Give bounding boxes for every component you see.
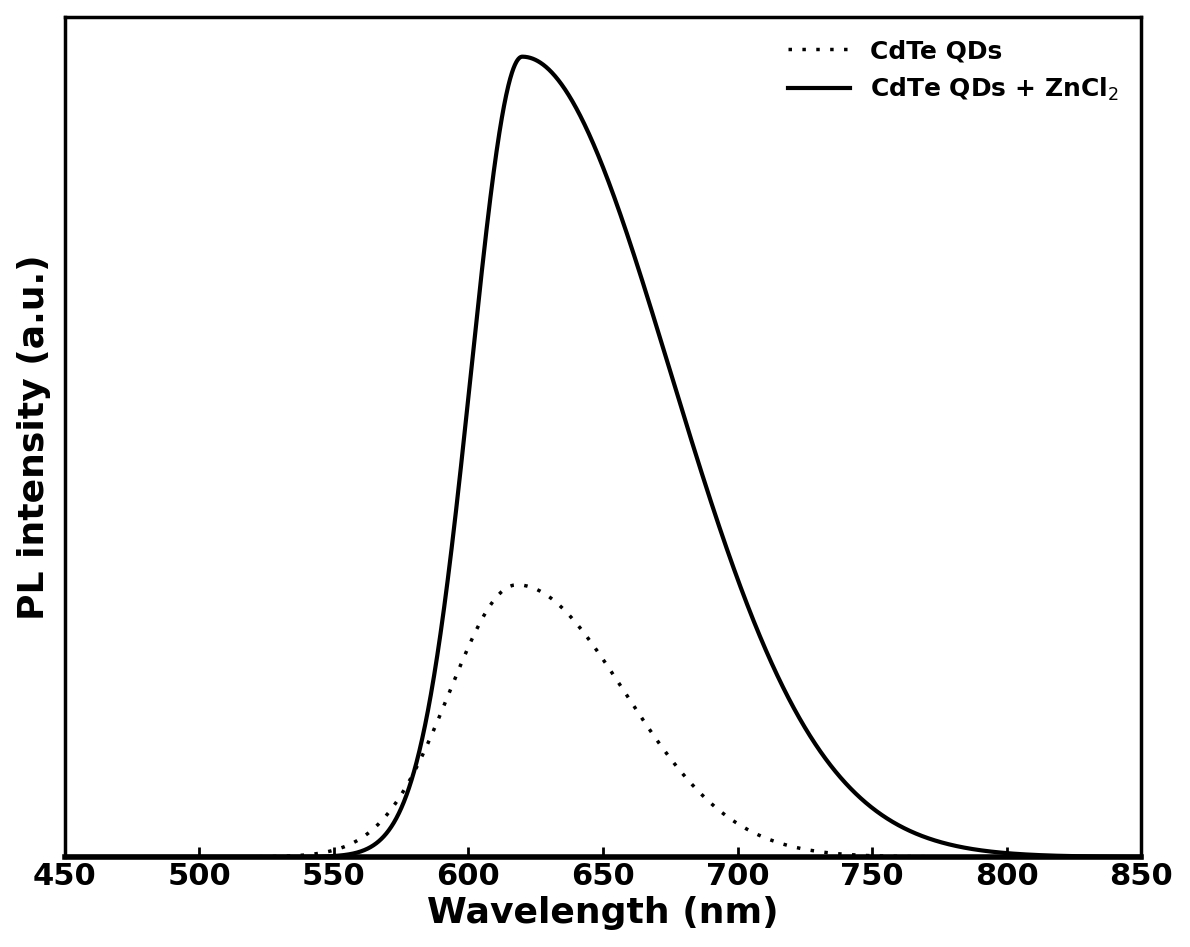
Line: CdTe QDs: CdTe QDs: [64, 585, 1141, 857]
Line: CdTe QDs + ZnCl$_2$: CdTe QDs + ZnCl$_2$: [64, 57, 1141, 857]
CdTe QDs + ZnCl$_2$: [244, 851, 258, 863]
CdTe QDs + ZnCl$_2$: [515, 51, 530, 63]
CdTe QDs: [244, 851, 258, 863]
CdTe QDs: [180, 851, 194, 863]
CdTe QDs + ZnCl$_2$: [57, 851, 71, 863]
X-axis label: Wavelength (nm): Wavelength (nm): [427, 896, 778, 930]
CdTe QDs: [1114, 851, 1128, 863]
CdTe QDs + ZnCl$_2$: [180, 851, 194, 863]
CdTe QDs + ZnCl$_2$: [997, 848, 1011, 859]
CdTe QDs + ZnCl$_2$: [518, 51, 532, 63]
CdTe QDs: [509, 580, 524, 591]
CdTe QDs: [470, 622, 484, 634]
CdTe QDs: [518, 580, 532, 591]
CdTe QDs + ZnCl$_2$: [1134, 851, 1148, 863]
CdTe QDs: [57, 851, 71, 863]
Y-axis label: PL intensity (a.u.): PL intensity (a.u.): [17, 254, 51, 619]
CdTe QDs: [997, 851, 1011, 863]
CdTe QDs: [1134, 851, 1148, 863]
Legend: CdTe QDs, CdTe QDs + ZnCl$_2$: CdTe QDs, CdTe QDs + ZnCl$_2$: [778, 29, 1129, 113]
CdTe QDs + ZnCl$_2$: [1114, 851, 1128, 863]
CdTe QDs + ZnCl$_2$: [470, 305, 484, 316]
